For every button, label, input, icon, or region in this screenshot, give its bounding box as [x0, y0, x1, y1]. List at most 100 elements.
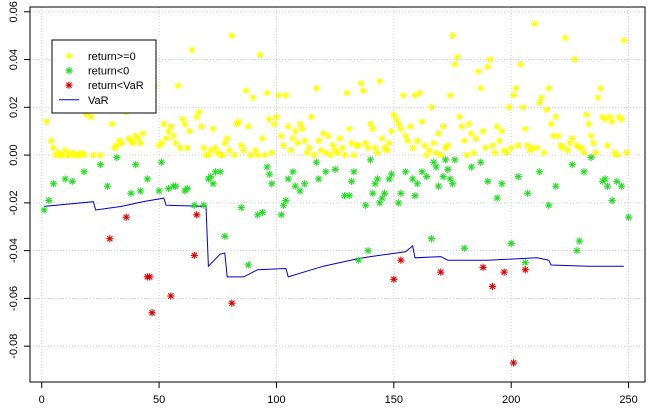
data-point: [423, 172, 431, 181]
data-point: [240, 146, 248, 154]
data-point: [385, 139, 393, 147]
legend-label: return>=0: [88, 51, 136, 63]
points-layer: [40, 20, 633, 367]
y-tick-label: 0.02: [8, 97, 20, 118]
data-point: [359, 86, 367, 95]
data-point: [380, 189, 389, 197]
data-point: [524, 189, 532, 197]
data-point: [427, 235, 435, 243]
data-point: [437, 268, 445, 276]
data-point: [617, 182, 626, 190]
data-point: [418, 118, 426, 126]
data-point: [484, 177, 492, 185]
data-point: [261, 151, 269, 159]
data-point: [317, 146, 325, 154]
data-point: [355, 141, 363, 150]
data-point: [277, 132, 285, 140]
data-point: [420, 141, 428, 150]
data-point: [237, 204, 245, 212]
data-point: [336, 134, 344, 142]
data-point: [470, 149, 478, 157]
data-point: [286, 146, 295, 154]
data-point: [582, 110, 590, 119]
data-point: [193, 211, 201, 219]
data-point: [542, 106, 551, 114]
data-point: [289, 134, 297, 142]
x-tick-label: 50: [153, 394, 165, 406]
data-point: [331, 165, 339, 174]
data-point: [493, 122, 501, 131]
data-point: [538, 94, 546, 102]
data-point: [561, 34, 569, 42]
data-point: [364, 247, 372, 255]
data-point: [486, 55, 494, 64]
data-point: [275, 91, 283, 99]
data-point: [493, 194, 501, 202]
data-point: [190, 251, 198, 260]
series-3: [106, 211, 529, 367]
data-point: [507, 144, 515, 152]
data-point: [254, 151, 262, 159]
data-point: [230, 151, 238, 159]
data-point: [340, 192, 349, 200]
data-point: [617, 115, 626, 123]
data-point: [432, 149, 440, 157]
data-point: [474, 67, 482, 76]
data-point: [350, 168, 358, 176]
data-point: [448, 180, 457, 188]
data-point: [244, 122, 252, 131]
data-point: [552, 182, 560, 190]
data-point: [272, 113, 281, 121]
data-point: [40, 206, 48, 214]
data-point: [207, 172, 215, 181]
data-point: [338, 144, 346, 152]
data-point: [376, 77, 384, 85]
data-point: [413, 137, 421, 145]
data-point: [117, 139, 126, 147]
legend-marker-swatch: [65, 67, 73, 75]
data-point: [312, 158, 320, 166]
data-point: [188, 46, 196, 54]
data-point: [514, 172, 522, 181]
x-tick-label: 150: [385, 394, 403, 406]
data-point: [535, 168, 543, 176]
data-point: [425, 146, 433, 154]
data-point: [613, 151, 621, 159]
data-point: [444, 165, 452, 174]
data-point: [498, 180, 506, 188]
data-point: [603, 182, 612, 190]
data-point: [265, 170, 274, 178]
data-point: [345, 125, 353, 133]
y-axis: -0.08 -0.06 -0.04 -0.02 0.00 0.02 0.04 0.06: [8, 1, 30, 359]
data-point: [282, 91, 290, 99]
data-point: [467, 163, 475, 171]
data-point: [484, 63, 492, 71]
data-point: [242, 86, 250, 95]
data-point: [397, 125, 405, 133]
data-point: [258, 134, 266, 142]
data-point: [315, 175, 323, 183]
data-point: [293, 139, 302, 147]
data-point: [580, 168, 588, 176]
y-tick-label: 0.06: [8, 1, 20, 22]
data-point: [477, 158, 485, 166]
data-point: [45, 196, 53, 205]
data-point: [282, 196, 290, 205]
data-point: [455, 113, 464, 121]
data-point: [183, 144, 191, 152]
data-point: [624, 213, 633, 221]
data-point: [507, 239, 515, 248]
data-point: [265, 115, 274, 123]
data-point: [568, 134, 576, 142]
data-point: [416, 89, 424, 97]
data-point: [225, 146, 234, 154]
data-point: [289, 168, 297, 176]
data-point: [296, 187, 304, 195]
data-point: [209, 125, 217, 133]
data-point: [298, 125, 306, 133]
data-point: [540, 149, 548, 157]
data-point: [427, 103, 435, 111]
data-point: [568, 161, 576, 169]
data-point: [439, 122, 447, 131]
data-point: [531, 20, 539, 28]
